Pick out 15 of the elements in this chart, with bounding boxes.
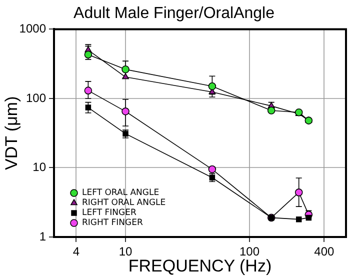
y-tick-label: 1000 [19, 22, 46, 36]
y-tick-label: 100 [26, 90, 46, 105]
y-tick-label: 1 [39, 229, 46, 244]
y-tick-label: 10 [32, 160, 46, 174]
legend-label: RIGHT FINGER [82, 218, 143, 228]
legend-label: LEFT FINGER [82, 208, 136, 218]
x-axis-title: FREQUENCY (Hz) [128, 256, 272, 276]
chart-title: Adult Male Finger/OralAngle [74, 5, 275, 22]
x-tick-label: 10 [118, 244, 133, 259]
legend-label: RIGHT ORAL ANGLE [82, 198, 166, 208]
x-tick-label: 4 [72, 244, 80, 259]
x-tick-label: 400 [314, 244, 334, 259]
y-axis-title: VDT (μm) [2, 96, 21, 170]
x-tick-label: 100 [239, 244, 260, 259]
legend-label: LEFT ORAL ANGLE [82, 188, 160, 198]
